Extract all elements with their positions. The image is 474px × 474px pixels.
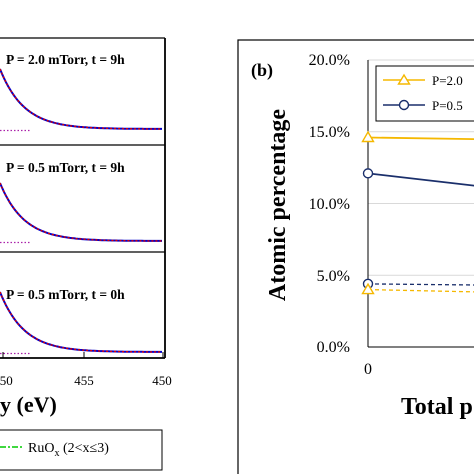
spectrum-data-line: [0, 291, 162, 353]
legend-circle-marker: [398, 99, 410, 111]
panel-a: 450 455 450 P = 2.0 mTorr, t = 9h P = 0.…: [0, 37, 172, 471]
panel-b-ytick-label: 5.0%: [317, 268, 350, 285]
series-line: [367, 283, 474, 286]
panel-b-xlabel: Total p: [401, 394, 473, 420]
panel-b-label: (b): [251, 60, 273, 81]
series-line: [367, 172, 474, 187]
spectrum-data-line: [0, 182, 162, 242]
panel-a-xtick-label: 455: [74, 373, 94, 388]
panel-b-grid: [368, 59, 474, 276]
panel-a-xtick-label: 450: [152, 373, 172, 388]
panel-a-spectra: [0, 68, 162, 355]
data-point-circle: [362, 168, 374, 179]
panel-a-xlabel: y (eV): [0, 392, 57, 417]
legend-triangle-marker: [397, 73, 411, 85]
panel-b-ytick-label: 0.0%: [317, 339, 350, 356]
panel-b-ytick-label: 15.0%: [309, 124, 350, 141]
panel-b-ytick-label: 10.0%: [309, 196, 350, 213]
series-line: [367, 136, 474, 141]
panel-b-series: [361, 130, 474, 295]
spectrum-data-line: [0, 68, 162, 130]
panel-b-ytick-label: 20.0%: [309, 52, 350, 69]
panel-a-annotation: P = 0.5 mTorr, t = 0h: [6, 287, 125, 302]
series-line: [367, 288, 474, 293]
panel-b: (b) Atomic percentage 0.0% 5.0% 10.0% 15…: [237, 39, 474, 474]
data-point-triangle: [361, 130, 375, 143]
panel-b-xtick-label: 0: [364, 361, 372, 378]
panel-a-annotation: P = 0.5 mTorr, t = 9h: [6, 160, 125, 175]
panel-b-legend-box: [375, 65, 474, 122]
legend-label-p05: P=0.5: [432, 98, 463, 113]
spectrum-fit-line: [0, 182, 162, 242]
panel-b-frame: [237, 39, 474, 474]
panel-a-xtick-label: 450: [0, 373, 13, 388]
spectrum-fit-line: [0, 68, 162, 130]
panel-b-ylabel: Atomic percentage: [265, 109, 291, 302]
panel-a-legend-box: [0, 429, 163, 471]
panel-a-legend-label: RuOx (2<x≤3): [28, 441, 109, 459]
data-point-triangle: [361, 282, 375, 295]
panel-a-annotation: P = 2.0 mTorr, t = 9h: [6, 52, 125, 67]
legend-label-p20: P=2.0: [432, 73, 463, 88]
